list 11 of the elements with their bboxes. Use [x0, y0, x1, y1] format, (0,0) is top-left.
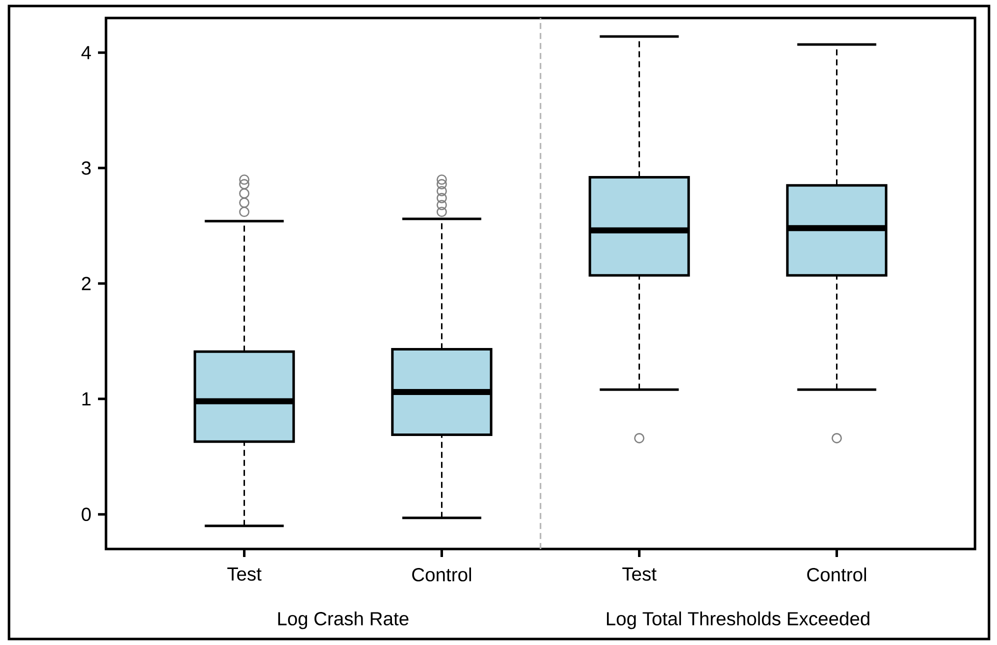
x-tick-label: Test [227, 568, 262, 581]
x-tick-label: Control [412, 567, 471, 582]
x-tick-label: Test [622, 568, 656, 581]
y-tick-label: 3 [82, 161, 91, 175]
x-tick-label: Control [807, 567, 866, 582]
text: Log Total Thresholds Exceeded [606, 611, 870, 630]
y-tick-label: 0 [82, 508, 91, 522]
text: Log Crash Rate [278, 611, 408, 630]
y-tick-label: 4 [81, 46, 91, 60]
y-tick-label: 2 [82, 276, 91, 290]
y-tick-label: 1 [82, 392, 91, 406]
